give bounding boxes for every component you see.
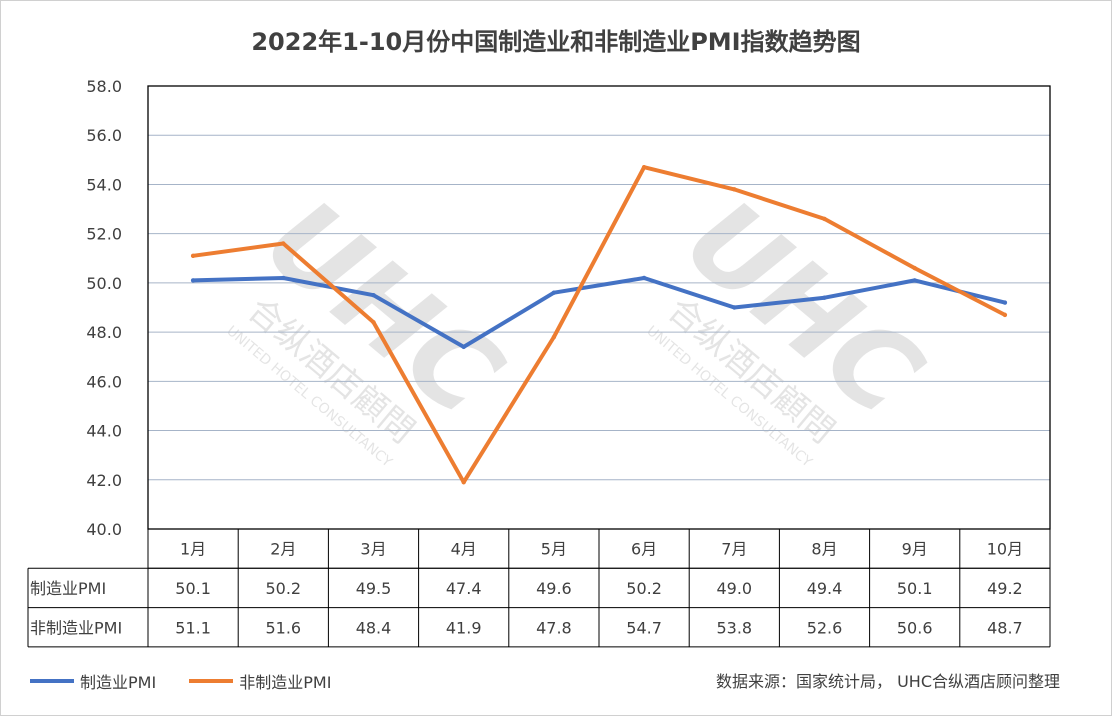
x-tick-label: 1月	[180, 540, 206, 559]
legend-label-manufacturing: 制造业PMI	[80, 673, 157, 692]
data-label: 52.6	[807, 618, 843, 637]
legend-item-non-manufacturing: 非制造业PMI	[189, 669, 331, 693]
data-point	[912, 265, 917, 271]
y-tick-label: 48.0	[86, 323, 122, 342]
data-label: 49.2	[987, 579, 1023, 598]
data-label: 41.9	[446, 618, 482, 637]
data-point	[912, 278, 917, 283]
data-point	[281, 241, 286, 246]
data-label: 54.7	[626, 618, 662, 637]
data-label: 49.5	[356, 579, 392, 598]
source-note: 数据来源：国家统计局， UHC合纵酒店顾问整理	[715, 672, 1060, 691]
y-tick-label: 50.0	[86, 274, 122, 293]
y-tick-label: 52.0	[86, 225, 122, 244]
chart-title: 2022年1-10月份中国制造业和非制造业PMI指数趋势图	[251, 28, 861, 56]
data-point	[641, 275, 647, 281]
y-tick-label: 56.0	[86, 126, 122, 145]
y-tick-label: 46.0	[86, 372, 122, 391]
data-label: 49.4	[807, 579, 843, 598]
table-row-label: 制造业PMI	[30, 579, 106, 598]
data-label: 51.1	[175, 618, 211, 637]
data-point	[461, 344, 466, 350]
legend-label-non-manufacturing: 非制造业PMI	[239, 673, 332, 692]
data-point	[1002, 312, 1008, 318]
x-tick-label: 10月	[987, 540, 1023, 559]
data-label: 47.4	[446, 579, 482, 598]
data-point	[551, 334, 557, 340]
data-point	[641, 165, 647, 170]
data-label: 50.1	[175, 579, 211, 598]
data-label: 49.0	[716, 579, 752, 598]
data-point	[732, 187, 737, 192]
data-point	[281, 275, 286, 281]
data-point	[822, 295, 827, 300]
y-tick-label: 54.0	[86, 175, 122, 194]
data-point	[371, 292, 376, 298]
x-tick-label: 5月	[541, 540, 567, 559]
series-line-2	[191, 165, 1007, 485]
data-label: 50.6	[897, 618, 933, 637]
data-label: 49.6	[536, 579, 572, 598]
data-point	[822, 216, 827, 222]
x-tick-label: 9月	[902, 540, 928, 559]
y-tick-label: 44.0	[86, 422, 122, 441]
y-tick-label: 58.0	[86, 77, 122, 96]
legend-swatch-manufacturing	[30, 679, 74, 683]
data-label: 47.8	[536, 618, 572, 637]
series-line-1	[191, 276, 1007, 349]
x-tick-label: 7月	[721, 540, 747, 559]
data-point	[461, 480, 466, 485]
data-point	[190, 278, 196, 283]
x-tick-label: 6月	[631, 540, 657, 559]
data-label: 50.1	[897, 579, 933, 598]
x-tick-label: 8月	[811, 540, 837, 559]
data-label: 51.6	[265, 618, 301, 637]
legend: 制造业PMI 非制造业PMI	[30, 668, 359, 693]
x-tick-label: 3月	[360, 540, 386, 559]
data-point	[190, 253, 196, 259]
y-tick-label: 40.0	[86, 520, 122, 539]
legend-item-manufacturing: 制造业PMI	[30, 669, 156, 693]
x-tick-label: 2月	[270, 540, 296, 559]
data-label: 48.4	[356, 618, 392, 637]
data-point	[371, 320, 376, 325]
data-label: 53.8	[716, 618, 752, 637]
data-label: 50.2	[626, 579, 662, 598]
data-point	[732, 305, 737, 310]
legend-swatch-non-manufacturing	[189, 679, 234, 683]
data-label: 48.7	[987, 618, 1023, 637]
x-tick-label: 4月	[451, 540, 477, 559]
data-label: 50.2	[265, 579, 301, 598]
data-point	[1002, 300, 1008, 305]
table-row-label: 非制造业PMI	[30, 618, 122, 637]
data-point	[551, 290, 557, 295]
y-tick-label: 42.0	[86, 471, 122, 490]
